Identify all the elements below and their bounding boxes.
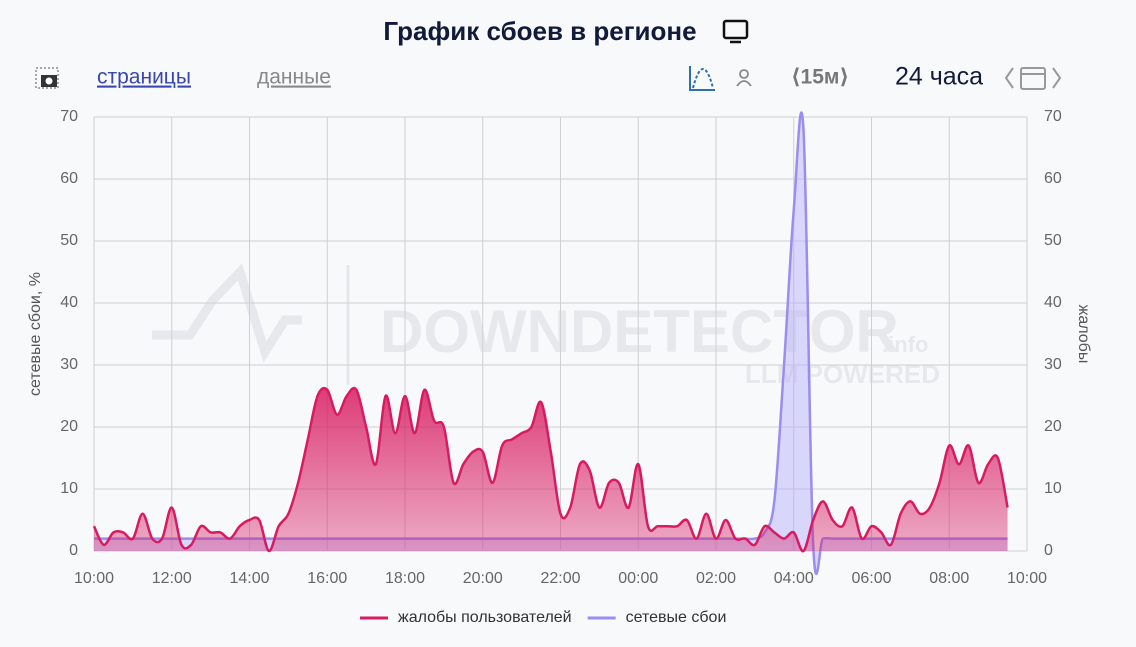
chart-title: График сбоев в регионе — [383, 16, 696, 46]
series-area — [94, 388, 1008, 552]
watermark: DOWNDETECTOR .info LLM POWERED — [152, 263, 940, 389]
y-tick-label: 50 — [60, 232, 78, 249]
y2-tick-label: 40 — [1044, 294, 1062, 311]
y-tick-label: 10 — [60, 480, 78, 497]
y2-tick-label: 60 — [1044, 170, 1062, 187]
y-axis-title: сетевые сбои, % — [27, 272, 44, 396]
watermark-brand: DOWNDETECTOR — [380, 298, 899, 365]
y2-tick-label: 20 — [1044, 418, 1062, 435]
period[interactable]: 24 часа — [895, 63, 983, 91]
interval-button[interactable]: ⟨15м⟩ — [791, 66, 849, 89]
y-tick-label: 60 — [60, 170, 78, 187]
y2-tick-label: 30 — [1044, 356, 1062, 373]
y-tick-label: 20 — [60, 418, 78, 435]
calendar-nav[interactable] — [1004, 67, 1062, 90]
series-line — [92, 386, 1009, 553]
series-area — [94, 112, 1008, 574]
data-link[interactable]: данные — [257, 66, 331, 89]
x-tick-label: 06:00 — [851, 570, 891, 587]
camera-icon — [35, 67, 59, 89]
pages-link[interactable]: страницы — [97, 66, 191, 89]
y2-tick-label: 50 — [1044, 232, 1062, 249]
y-tick-label: 0 — [69, 542, 78, 559]
legend-label: жалобы пользователей — [398, 609, 572, 626]
y-tick-label: 70 — [60, 108, 78, 125]
chart-mode-icon[interactable] — [689, 66, 715, 91]
y2-tick-label: 0 — [1044, 542, 1053, 559]
user-icon[interactable] — [736, 69, 752, 87]
x-tick-label: 10:00 — [1007, 570, 1047, 587]
legend-label: сетевые сбои — [626, 609, 727, 626]
x-tick-label: 20:00 — [463, 570, 503, 587]
monitor-icon — [722, 19, 749, 44]
x-tick-label: 10:00 — [74, 570, 114, 587]
x-tick-label: 14:00 — [229, 570, 269, 587]
x-tick-label: 04:00 — [774, 570, 814, 587]
x-tick-label: 02:00 — [696, 570, 736, 587]
y2-axis-title: жалобы — [1075, 305, 1092, 364]
x-tick-label: 18:00 — [385, 570, 425, 587]
watermark-suffix: .info — [882, 332, 928, 357]
x-tick-label: 08:00 — [929, 570, 969, 587]
y2-tick-label: 10 — [1044, 480, 1062, 497]
x-tick-label: 16:00 — [307, 570, 347, 587]
y2-tick-label: 70 — [1044, 108, 1062, 125]
x-tick-label: 12:00 — [152, 570, 192, 587]
legend: жалобы пользователей сетевые сбои — [360, 609, 726, 626]
x-tick-label: 22:00 — [540, 570, 580, 587]
y-tick-label: 40 — [60, 294, 78, 311]
y-tick-label: 30 — [60, 356, 78, 373]
x-tick-label: 00:00 — [618, 570, 658, 587]
watermark-tagline: LLM POWERED — [745, 359, 940, 389]
